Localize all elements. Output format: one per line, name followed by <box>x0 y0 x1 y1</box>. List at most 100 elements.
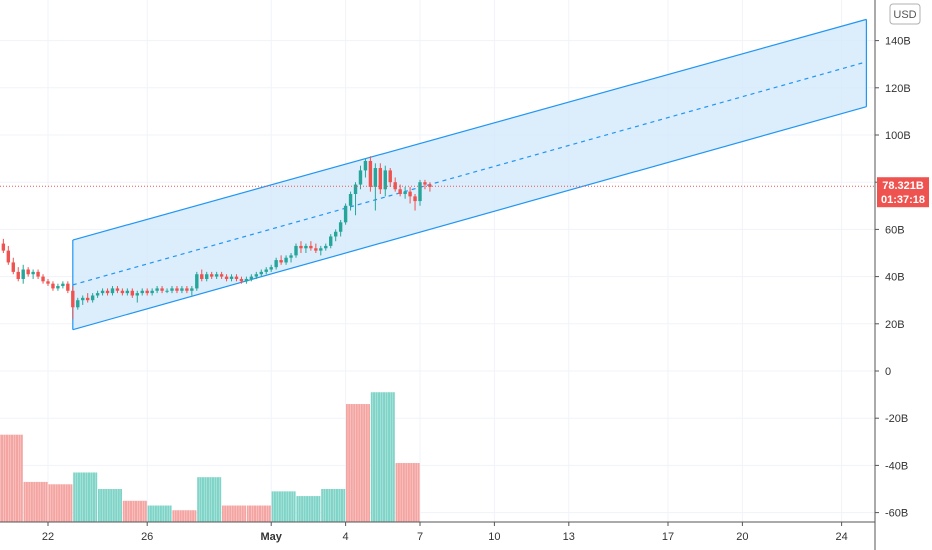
candle-up <box>418 179 422 206</box>
candle-body <box>284 257 288 263</box>
candle-body <box>95 293 100 296</box>
candle-body <box>214 274 219 277</box>
candle-down <box>71 286 75 320</box>
candle-up <box>249 274 254 282</box>
x-tick-label: 10 <box>488 531 500 543</box>
candle-up <box>214 271 219 279</box>
candle-body <box>239 278 244 282</box>
candle-down <box>219 271 224 279</box>
candle-body <box>363 160 368 171</box>
candle-down <box>185 286 189 294</box>
candle-body <box>11 262 15 272</box>
candle-body <box>314 248 318 251</box>
candle-up <box>363 158 368 178</box>
candle-down <box>378 163 383 194</box>
candle-down <box>26 267 30 277</box>
candle-up <box>205 271 209 282</box>
candle-up <box>135 290 139 303</box>
candle-up <box>110 286 115 296</box>
candle-up <box>333 229 338 242</box>
candle-up <box>165 288 169 294</box>
volume-bar <box>0 434 23 522</box>
candle-down <box>51 281 55 291</box>
x-tick-label: 13 <box>563 531 575 543</box>
candle-up <box>284 255 288 265</box>
candle-body <box>304 245 308 249</box>
y-tick-label: 40B <box>885 272 905 284</box>
volume-bar <box>271 491 296 522</box>
candle-up <box>244 276 249 284</box>
candle-down <box>408 186 412 204</box>
candle-body <box>105 290 110 294</box>
candle-body <box>6 250 11 263</box>
candle-body <box>76 300 80 308</box>
candle-down <box>130 288 135 298</box>
candle-down <box>239 276 244 284</box>
volume-bars <box>0 392 420 522</box>
candle-body <box>269 267 273 270</box>
channel-middle-line <box>72 61 867 286</box>
candle-body <box>160 288 164 291</box>
candle-body <box>418 182 422 202</box>
x-tick-label: 24 <box>835 531 847 543</box>
candle-body <box>398 189 402 194</box>
x-tick-label: 7 <box>417 531 423 543</box>
candle-body <box>353 184 358 194</box>
candle-body <box>358 170 363 185</box>
candle-body <box>254 274 259 277</box>
candle-body <box>195 274 199 289</box>
grid-lines <box>0 0 875 522</box>
candle-body <box>205 274 209 279</box>
candle-up <box>319 245 323 256</box>
candle-up <box>61 281 65 289</box>
candle-body <box>244 278 249 282</box>
candle-body <box>51 283 55 289</box>
currency-label: USD <box>893 9 916 21</box>
y-tick-label: -60B <box>885 508 908 520</box>
candle-body <box>403 191 407 194</box>
candle-down <box>224 274 229 282</box>
candle-body <box>31 271 35 275</box>
candle-body <box>388 170 392 183</box>
volume-bar <box>98 489 122 522</box>
price-tag-background <box>877 177 929 208</box>
candle-down <box>314 243 318 253</box>
candle-down <box>368 156 373 192</box>
candle-up <box>358 165 363 190</box>
volume-bar <box>370 392 395 522</box>
volume-bar <box>296 496 321 522</box>
candle-down <box>309 241 313 251</box>
candle-body <box>309 245 313 249</box>
candle-up <box>259 269 263 277</box>
candle-body <box>338 222 343 232</box>
currency-badge[interactable]: USD <box>889 3 921 25</box>
candle-body <box>26 269 30 275</box>
price-axis[interactable]: 140B120B100B80B60B40B20B0-20B-40B-60B <box>875 36 911 520</box>
candle-body <box>140 290 144 294</box>
candle-down <box>388 168 392 187</box>
candle-down <box>279 255 283 265</box>
candle-up <box>81 295 85 305</box>
candle-down <box>41 274 45 284</box>
candle-up <box>294 243 298 258</box>
regression-channel[interactable] <box>72 18 868 331</box>
candle-body <box>348 194 353 206</box>
candle-body <box>125 290 130 294</box>
channel-upper-line <box>72 18 867 241</box>
candle-down <box>36 269 40 279</box>
candle-up <box>155 286 159 294</box>
candle-up <box>95 290 100 298</box>
candle-up <box>170 286 174 294</box>
candle-up <box>338 219 343 237</box>
candle-up <box>329 234 333 249</box>
candlesticks <box>1 156 432 320</box>
volume-bar <box>73 472 98 522</box>
time-axis[interactable]: 22 26 May 4 7 10 13 17 20 24 <box>42 522 848 543</box>
channel-lower-line <box>72 106 867 331</box>
candle-body <box>170 288 174 291</box>
candle-body <box>145 290 149 294</box>
candle-body <box>16 271 20 279</box>
candle-body <box>130 290 135 296</box>
candle-up <box>100 288 105 296</box>
